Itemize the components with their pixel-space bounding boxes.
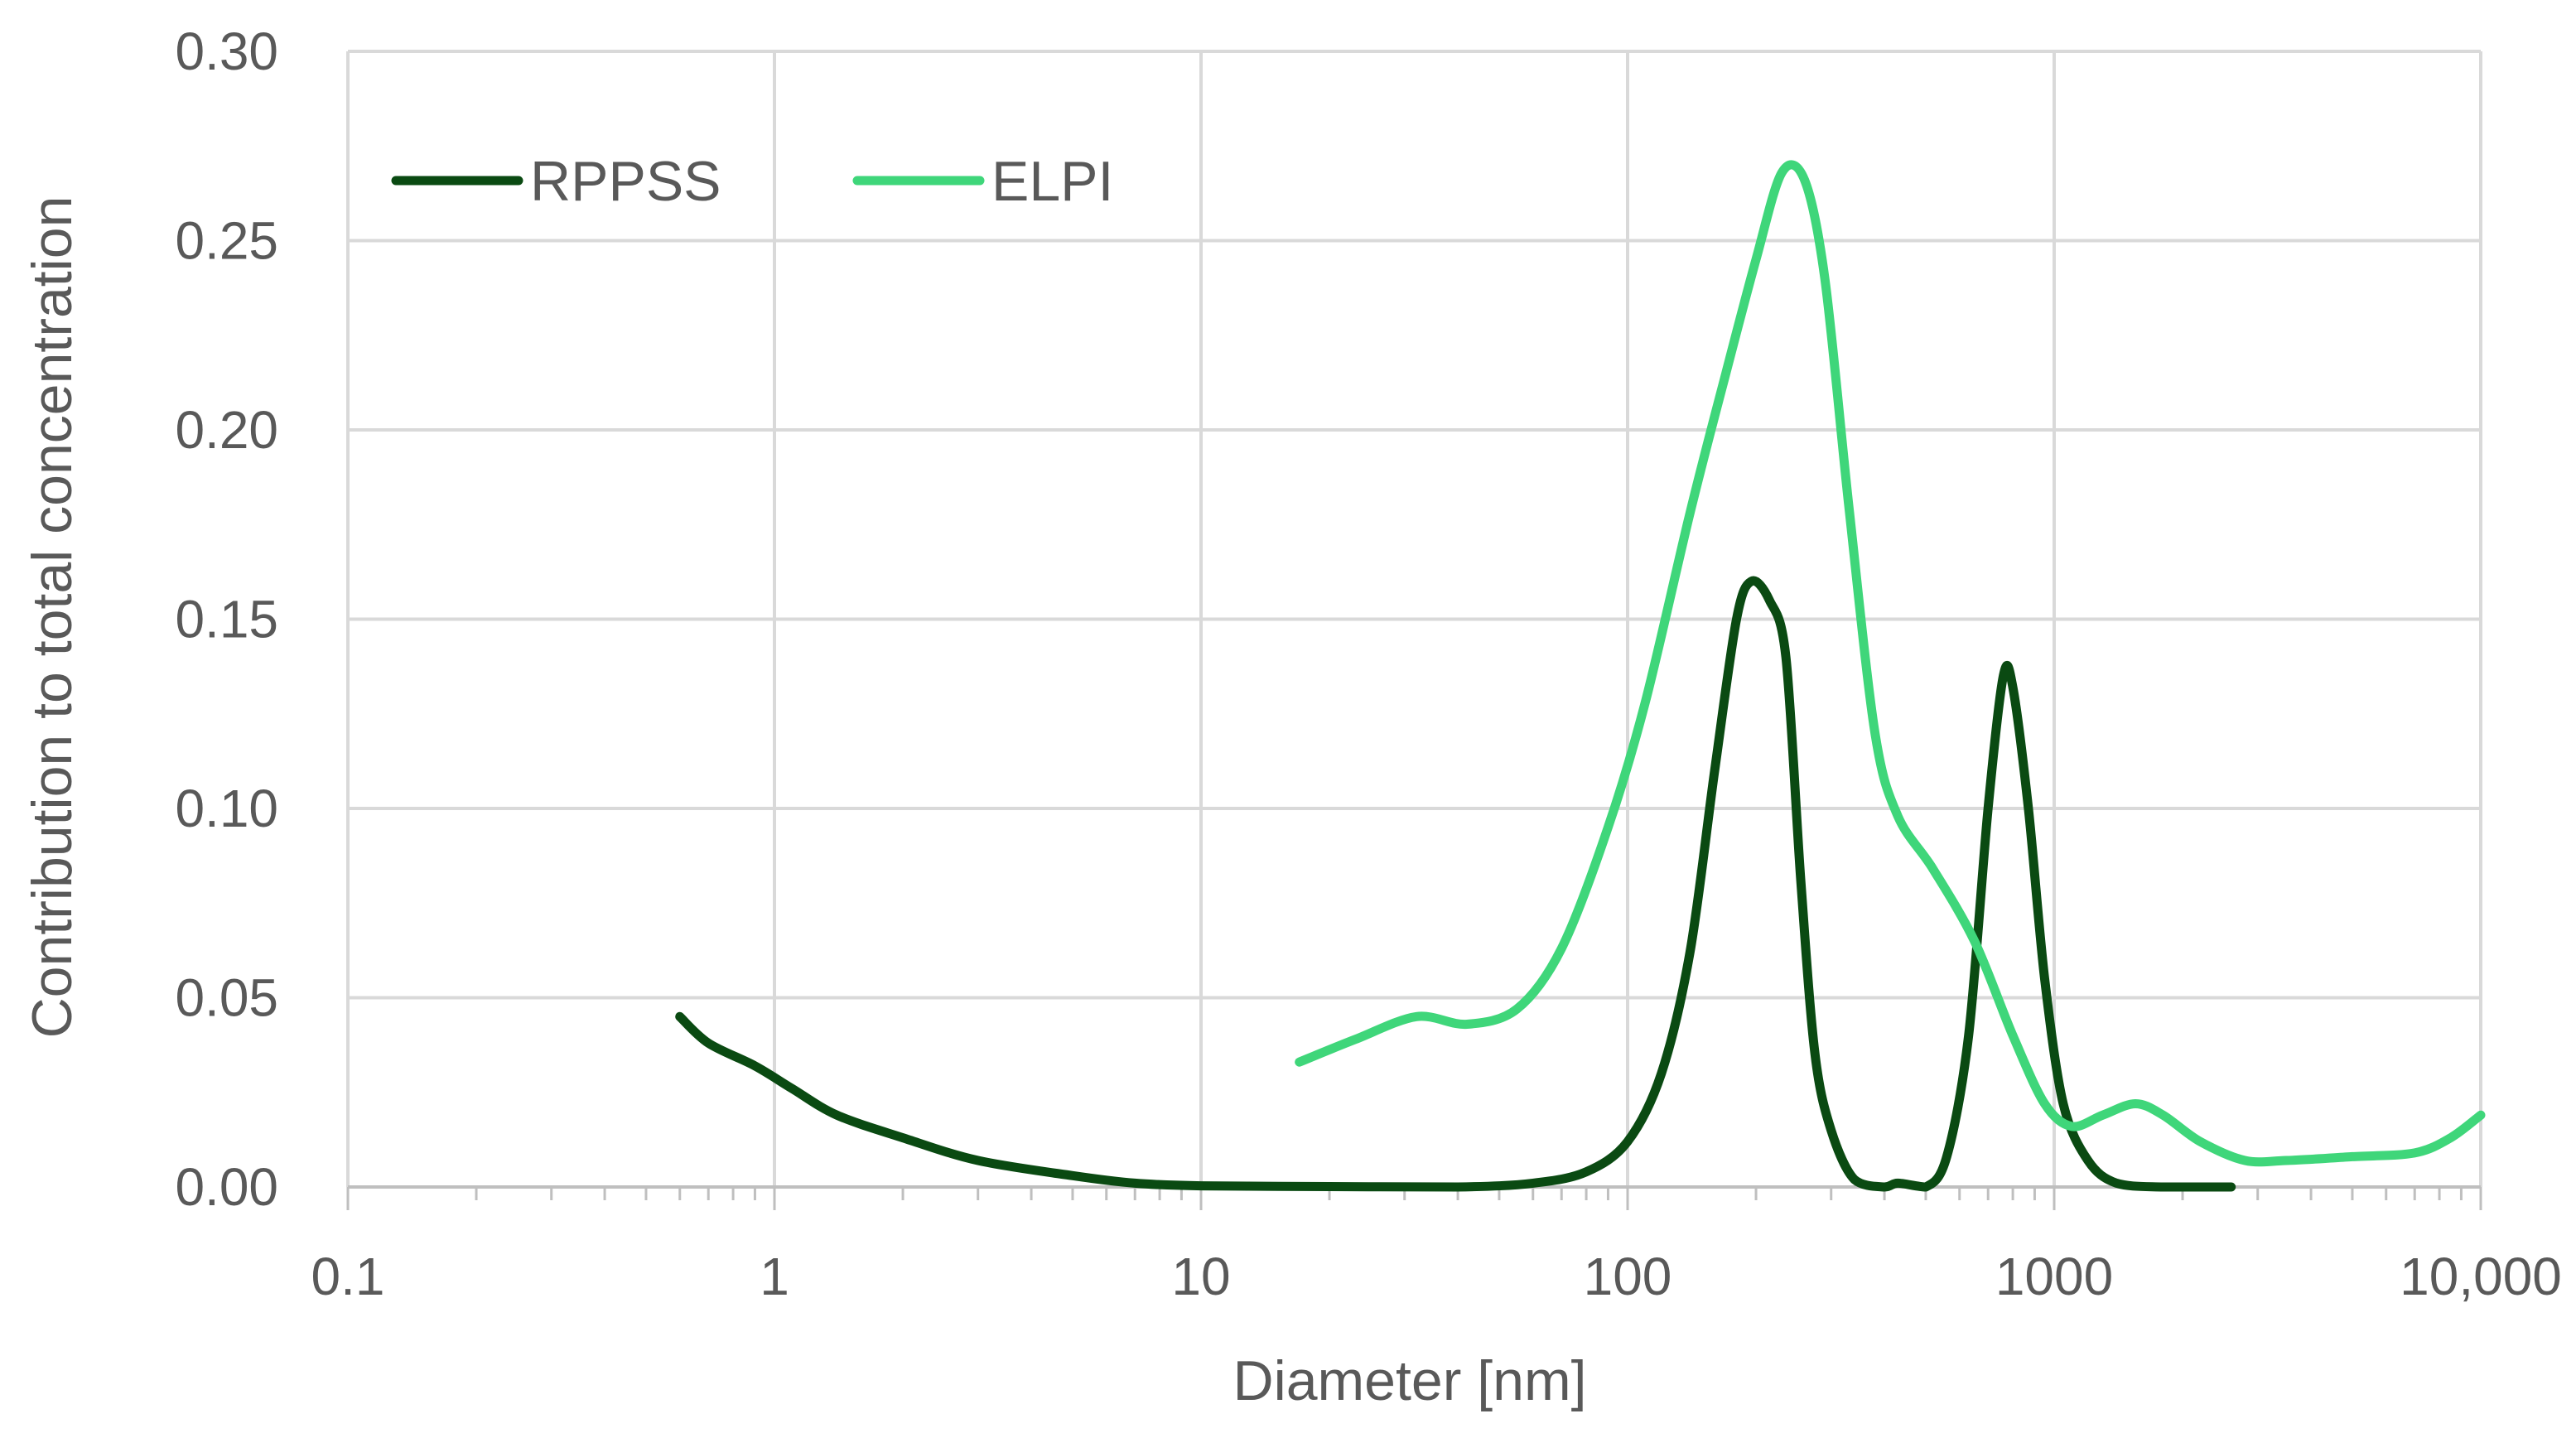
x-tick-label: 1000 (1995, 1247, 2113, 1306)
x-tick-label: 10 (1171, 1247, 1230, 1306)
x-tick-label: 1 (760, 1247, 789, 1306)
y-tick-label: 0.10 (175, 779, 278, 838)
legend-label-rppss: RPPSS (530, 150, 721, 213)
series-line-elpi (1295, 160, 2486, 1167)
x-tick-label: 0.1 (311, 1247, 385, 1306)
y-tick-label: 0.00 (175, 1157, 278, 1217)
y-tick-label: 0.05 (175, 968, 278, 1028)
y-axis-title: Contribution to total concentration (21, 196, 84, 1039)
series-line-rppss (675, 576, 2236, 1192)
x-axis-title: Diameter [nm] (1233, 1349, 1587, 1412)
axis-layer: 0.00 0.05 0.10 0.15 0.20 0.25 0.30 0.1 1 10 100 100… (175, 22, 2561, 1306)
y-tick-label: 0.30 (175, 22, 278, 81)
y-tick-label: 0.25 (175, 211, 278, 271)
grid-layer (346, 50, 2482, 1187)
x-tick-label: 100 (1584, 1247, 1672, 1306)
series-layer (675, 160, 2486, 1192)
legend-label-elpi: ELPI (991, 150, 1113, 213)
y-tick-label: 0.15 (175, 590, 278, 649)
y-tick-label: 0.20 (175, 400, 278, 460)
legend-layer: RPPSS ELPI (391, 150, 1113, 213)
x-tick-label: 10,000 (2400, 1247, 2562, 1306)
